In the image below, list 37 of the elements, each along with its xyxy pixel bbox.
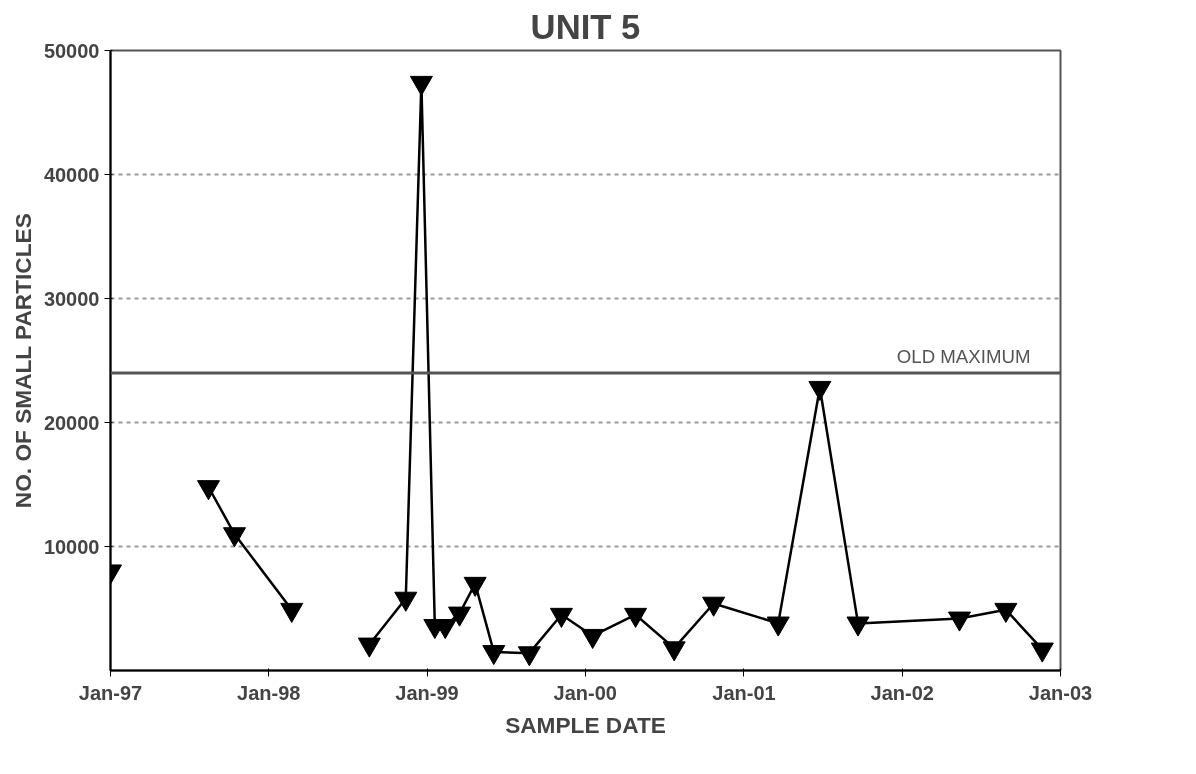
point bbox=[662, 641, 686, 662]
x-axis-title: SAMPLE DATE bbox=[505, 711, 666, 738]
point bbox=[280, 602, 304, 623]
point bbox=[624, 607, 648, 628]
point bbox=[482, 645, 506, 666]
point bbox=[846, 616, 870, 637]
x-tick-label: Jan-03 bbox=[1028, 681, 1093, 704]
chart-title: UNIT 5 bbox=[530, 7, 641, 46]
point bbox=[223, 527, 247, 548]
point bbox=[517, 646, 541, 667]
x-tick-label: Jan-97 bbox=[78, 681, 143, 704]
point bbox=[994, 602, 1018, 623]
point bbox=[766, 616, 790, 637]
point bbox=[196, 480, 220, 501]
point bbox=[463, 576, 487, 597]
y-tick-label: 20000 bbox=[43, 411, 100, 434]
x-tick-label: Jan-00 bbox=[553, 681, 617, 704]
x-tick-label: Jan-99 bbox=[395, 681, 459, 704]
point bbox=[702, 596, 726, 617]
y-axis-title: NO. OF SMALL PARTICLES bbox=[9, 213, 36, 509]
y-tick-label: 40000 bbox=[43, 163, 100, 186]
point bbox=[549, 607, 573, 628]
x-tick-label: Jan-02 bbox=[870, 681, 934, 704]
y-tick-label: 10000 bbox=[43, 535, 100, 558]
point bbox=[1030, 642, 1054, 663]
point bbox=[394, 591, 418, 612]
point bbox=[947, 611, 971, 632]
y-tick-label: 30000 bbox=[43, 287, 100, 310]
ref-line-label: OLD MAXIMUM bbox=[896, 345, 1031, 367]
x-tick-label: Jan-01 bbox=[712, 681, 776, 704]
point bbox=[448, 606, 472, 627]
point bbox=[581, 628, 605, 649]
point bbox=[808, 380, 832, 401]
y-tick-label: 50000 bbox=[43, 39, 100, 62]
x-tick-label: Jan-98 bbox=[237, 681, 301, 704]
point bbox=[409, 75, 433, 96]
point bbox=[357, 637, 381, 658]
